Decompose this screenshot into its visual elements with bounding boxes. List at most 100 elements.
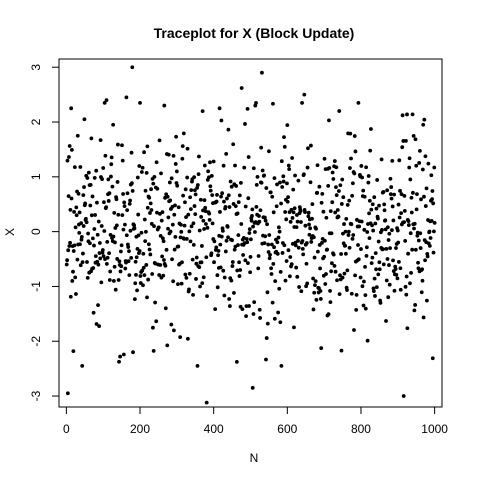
data-point bbox=[270, 194, 275, 199]
data-point bbox=[425, 298, 429, 303]
data-point bbox=[325, 247, 329, 252]
data-point bbox=[194, 277, 198, 281]
data-point bbox=[201, 275, 206, 280]
data-point bbox=[252, 300, 257, 305]
data-point bbox=[130, 65, 135, 70]
data-point bbox=[65, 391, 70, 396]
data-point bbox=[142, 217, 147, 222]
data-point bbox=[214, 245, 219, 250]
data-point bbox=[185, 146, 190, 151]
data-point bbox=[375, 178, 380, 182]
data-point bbox=[241, 253, 246, 257]
data-point bbox=[343, 251, 348, 256]
data-point bbox=[120, 158, 125, 163]
data-point bbox=[109, 155, 114, 160]
data-point bbox=[373, 221, 378, 226]
data-point bbox=[391, 218, 396, 223]
data-point bbox=[104, 262, 109, 266]
data-point bbox=[362, 227, 367, 232]
data-point bbox=[166, 215, 171, 220]
data-point bbox=[360, 175, 364, 180]
data-point bbox=[165, 194, 170, 199]
data-point bbox=[256, 254, 261, 258]
data-point bbox=[288, 255, 293, 259]
data-point bbox=[333, 210, 338, 215]
data-point bbox=[432, 220, 437, 225]
data-point bbox=[246, 196, 251, 201]
data-point bbox=[373, 294, 377, 298]
data-point bbox=[91, 310, 96, 315]
data-point bbox=[123, 222, 127, 227]
y-tick-label: 2 bbox=[29, 118, 43, 125]
data-point bbox=[108, 232, 113, 237]
data-point bbox=[354, 308, 359, 312]
data-point bbox=[267, 256, 272, 261]
data-point bbox=[378, 300, 383, 305]
data-point bbox=[274, 204, 279, 209]
data-point bbox=[135, 175, 140, 180]
data-point bbox=[115, 180, 120, 184]
data-point bbox=[110, 184, 115, 189]
data-point bbox=[171, 153, 176, 158]
data-point bbox=[189, 224, 194, 229]
data-point bbox=[67, 244, 72, 248]
data-point bbox=[112, 264, 117, 269]
data-point bbox=[132, 297, 137, 302]
data-point bbox=[114, 223, 119, 228]
data-point bbox=[137, 249, 142, 253]
data-point bbox=[392, 288, 397, 293]
data-point bbox=[416, 266, 421, 271]
data-point bbox=[175, 183, 180, 188]
data-point bbox=[243, 204, 248, 209]
data-point bbox=[141, 265, 146, 270]
data-point bbox=[324, 272, 328, 276]
data-point bbox=[382, 202, 387, 207]
data-point bbox=[119, 243, 124, 248]
data-point bbox=[300, 246, 305, 251]
data-point bbox=[251, 166, 256, 171]
data-point bbox=[82, 117, 87, 122]
data-point bbox=[269, 242, 274, 247]
data-point bbox=[305, 165, 310, 170]
data-point bbox=[388, 246, 392, 251]
data-point bbox=[141, 251, 146, 256]
data-point bbox=[82, 185, 86, 189]
data-point bbox=[139, 170, 144, 174]
x-tick-label: 0 bbox=[63, 422, 70, 436]
data-point bbox=[188, 207, 193, 212]
data-point bbox=[166, 152, 171, 157]
data-point bbox=[340, 275, 345, 280]
data-point bbox=[423, 154, 428, 159]
data-point bbox=[303, 223, 308, 228]
data-point bbox=[169, 322, 174, 327]
data-point bbox=[372, 276, 377, 281]
data-point bbox=[300, 239, 305, 243]
data-point bbox=[123, 266, 128, 271]
data-point bbox=[304, 261, 309, 266]
data-point bbox=[283, 210, 288, 214]
data-point bbox=[304, 241, 309, 245]
data-point bbox=[191, 221, 196, 226]
data-point bbox=[88, 203, 93, 208]
data-point bbox=[351, 233, 356, 237]
data-point bbox=[363, 293, 368, 298]
data-point bbox=[209, 251, 214, 256]
data-point bbox=[371, 228, 376, 233]
data-point bbox=[206, 175, 211, 180]
data-point bbox=[161, 239, 166, 244]
data-point bbox=[85, 260, 89, 264]
data-point bbox=[118, 269, 123, 274]
data-point bbox=[310, 216, 314, 221]
data-point bbox=[227, 205, 232, 209]
data-point bbox=[322, 238, 327, 243]
data-point bbox=[334, 165, 339, 170]
data-point bbox=[151, 181, 156, 186]
data-point bbox=[210, 221, 215, 226]
data-point bbox=[237, 193, 242, 198]
data-point bbox=[384, 319, 388, 323]
data-point bbox=[350, 193, 355, 198]
data-point bbox=[134, 272, 138, 277]
data-point bbox=[290, 216, 295, 220]
data-point bbox=[234, 184, 239, 188]
data-point bbox=[322, 156, 327, 161]
